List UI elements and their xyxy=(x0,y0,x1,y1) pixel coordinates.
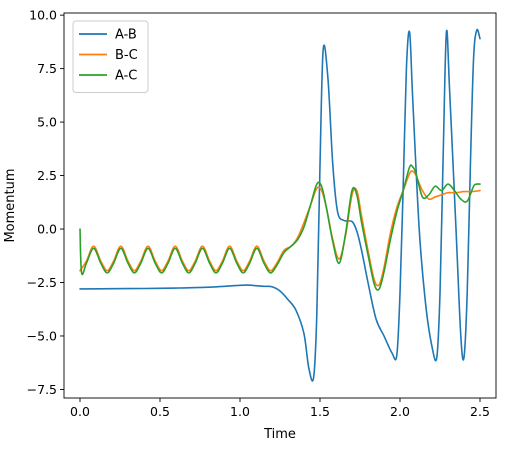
x-tick-label: 0.0 xyxy=(70,404,90,419)
x-tick-label: 2.5 xyxy=(470,404,490,419)
legend-label-a-c: A-C xyxy=(115,69,137,84)
legend: A-B B-C A-C xyxy=(72,20,149,93)
series-layer xyxy=(79,28,481,382)
x-tick-label: 1.5 xyxy=(310,404,330,419)
plot-frame xyxy=(63,12,497,399)
y-tick-label: 7.5 xyxy=(37,61,57,76)
y-tick-label: −5.0 xyxy=(27,328,57,343)
x-axis-label: Time xyxy=(263,427,296,442)
series-line-a-b xyxy=(79,28,481,382)
x-tick-label: 0.5 xyxy=(150,404,170,419)
y-tick-label: 10.0 xyxy=(29,8,57,23)
y-tick-label: 0.0 xyxy=(37,222,57,237)
y-tick-label: 5.0 xyxy=(37,115,57,130)
y-tick-label: −2.5 xyxy=(27,275,57,290)
y-tick-label: 2.5 xyxy=(37,168,57,183)
y-tick-label: −7.5 xyxy=(27,382,57,397)
x-tick-label: 1.0 xyxy=(230,404,250,419)
axes-layer: 0.0 0.5 1.0 1.5 2.0 2.5 −7.5 −5.0 −2.5 0.0 2.5 5.0 7… xyxy=(27,8,497,419)
x-tick-label: 2.0 xyxy=(390,404,410,419)
legend-label-a-b: A-B xyxy=(115,28,137,43)
series-line-a-c xyxy=(79,164,481,291)
y-axis-label: Momentum xyxy=(3,168,18,242)
legend-label-b-c: B-C xyxy=(115,48,138,63)
